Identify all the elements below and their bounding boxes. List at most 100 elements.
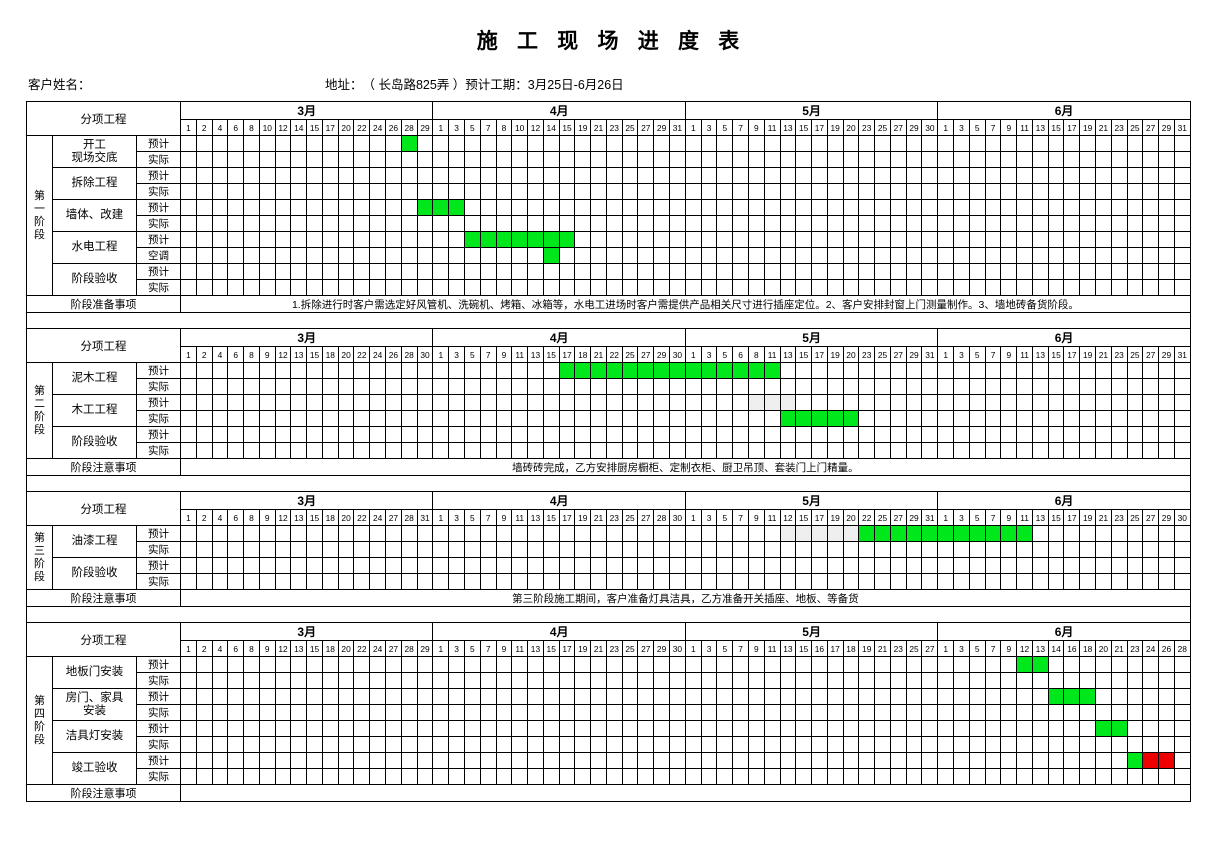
day-header[interactable]: 19	[574, 119, 592, 136]
grid-cell[interactable]	[668, 199, 686, 216]
grid-cell[interactable]	[448, 231, 465, 248]
grid-cell[interactable]	[448, 672, 465, 689]
grid-cell[interactable]	[1095, 151, 1112, 168]
grid-cell[interactable]	[826, 215, 844, 232]
grid-cell[interactable]	[700, 410, 718, 427]
grid-cell[interactable]	[495, 394, 513, 411]
grid-cell[interactable]	[1142, 768, 1160, 785]
planned-bar-cell[interactable]	[542, 247, 560, 264]
grid-cell[interactable]	[921, 263, 939, 280]
grid-cell[interactable]	[953, 768, 970, 785]
grid-cell[interactable]	[826, 151, 844, 168]
grid-cell[interactable]	[716, 768, 734, 785]
grid-cell[interactable]	[290, 573, 308, 590]
grid-cell[interactable]	[874, 736, 891, 753]
grid-cell[interactable]	[937, 768, 955, 785]
grid-cell[interactable]	[337, 247, 355, 264]
grid-cell[interactable]	[763, 688, 781, 705]
day-header[interactable]: 22	[605, 346, 623, 363]
grid-cell[interactable]	[716, 688, 734, 705]
grid-cell[interactable]	[858, 768, 876, 785]
grid-cell[interactable]	[243, 736, 260, 753]
grid-cell[interactable]	[274, 656, 292, 673]
day-header[interactable]: 20	[337, 640, 355, 657]
grid-cell[interactable]	[1142, 688, 1160, 705]
grid-cell[interactable]	[495, 720, 513, 737]
grid-cell[interactable]	[795, 720, 813, 737]
day-header[interactable]: 8	[243, 640, 260, 657]
grid-cell[interactable]	[243, 183, 260, 200]
grid-cell[interactable]	[211, 525, 229, 542]
grid-cell[interactable]	[905, 362, 923, 379]
grid-cell[interactable]	[211, 167, 229, 184]
grid-cell[interactable]	[747, 279, 765, 296]
grid-cell[interactable]	[527, 442, 544, 459]
grid-cell[interactable]	[432, 656, 450, 673]
grid-cell[interactable]	[590, 167, 607, 184]
grid-cell[interactable]	[416, 768, 434, 785]
grid-cell[interactable]	[337, 151, 355, 168]
grid-cell[interactable]	[416, 704, 434, 721]
grid-cell[interactable]	[732, 247, 749, 264]
grid-cell[interactable]	[653, 688, 670, 705]
grid-cell[interactable]	[258, 183, 276, 200]
grid-cell[interactable]	[574, 573, 592, 590]
grid-cell[interactable]	[684, 752, 702, 769]
grid-cell[interactable]	[384, 672, 402, 689]
grid-cell[interactable]	[858, 704, 876, 721]
grid-cell[interactable]	[590, 135, 607, 152]
grid-cell[interactable]	[211, 362, 229, 379]
grid-cell[interactable]	[889, 541, 907, 558]
grid-cell[interactable]	[448, 525, 465, 542]
grid-cell[interactable]	[448, 688, 465, 705]
grid-cell[interactable]	[858, 720, 876, 737]
grid-cell[interactable]	[195, 656, 213, 673]
grid-cell[interactable]	[1031, 394, 1049, 411]
grid-cell[interactable]	[826, 573, 844, 590]
grid-cell[interactable]	[1126, 410, 1144, 427]
grid-cell[interactable]	[937, 378, 955, 395]
grid-cell[interactable]	[937, 704, 955, 721]
day-header[interactable]: 11	[763, 346, 781, 363]
grid-cell[interactable]	[416, 410, 434, 427]
grid-cell[interactable]	[448, 263, 465, 280]
day-header[interactable]: 29	[1158, 346, 1175, 363]
grid-cell[interactable]	[1142, 394, 1160, 411]
grid-cell[interactable]	[747, 720, 765, 737]
grid-cell[interactable]	[542, 720, 560, 737]
grid-cell[interactable]	[306, 573, 323, 590]
day-header[interactable]: 21	[590, 509, 607, 526]
day-header[interactable]: 25	[621, 119, 639, 136]
grid-cell[interactable]	[1110, 215, 1128, 232]
grid-cell[interactable]	[353, 704, 371, 721]
grid-cell[interactable]	[211, 688, 229, 705]
grid-cell[interactable]	[211, 231, 229, 248]
grid-cell[interactable]	[747, 672, 765, 689]
grid-cell[interactable]	[684, 135, 702, 152]
grid-cell[interactable]	[653, 199, 670, 216]
grid-cell[interactable]	[590, 573, 607, 590]
grid-cell[interactable]	[858, 263, 876, 280]
grid-cell[interactable]	[953, 183, 970, 200]
grid-cell[interactable]	[668, 768, 686, 785]
grid-cell[interactable]	[321, 231, 339, 248]
grid-cell[interactable]	[306, 752, 323, 769]
grid-cell[interactable]	[258, 573, 276, 590]
grid-cell[interactable]	[527, 378, 544, 395]
day-header[interactable]: 5	[464, 119, 481, 136]
grid-cell[interactable]	[495, 362, 513, 379]
grid-cell[interactable]	[984, 183, 1002, 200]
grid-cell[interactable]	[306, 247, 323, 264]
grid-cell[interactable]	[306, 362, 323, 379]
grid-cell[interactable]	[811, 183, 828, 200]
day-header[interactable]: 31	[1173, 346, 1191, 363]
grid-cell[interactable]	[558, 736, 576, 753]
day-header[interactable]: 12	[274, 640, 292, 657]
grid-cell[interactable]	[227, 656, 245, 673]
grid-cell[interactable]	[479, 656, 497, 673]
grid-cell[interactable]	[1142, 199, 1160, 216]
grid-cell[interactable]	[889, 442, 907, 459]
grid-cell[interactable]	[637, 768, 655, 785]
grid-cell[interactable]	[369, 394, 386, 411]
grid-cell[interactable]	[889, 394, 907, 411]
